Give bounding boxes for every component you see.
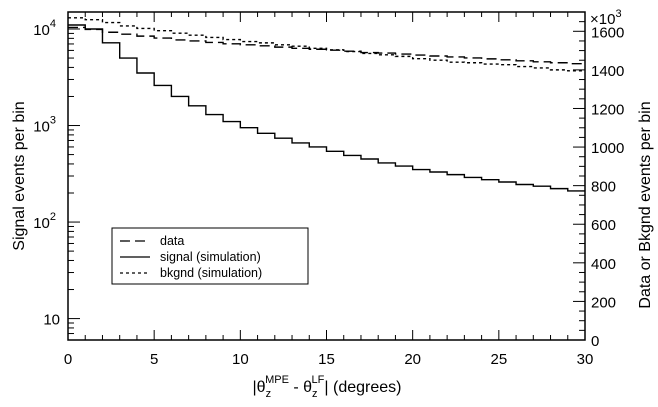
y-right-tick-label: 200 <box>591 294 616 311</box>
x-tick-label: 25 <box>490 351 507 368</box>
series-group <box>68 17 585 192</box>
legend-label-bkgnd: bkgnd (simulation) <box>160 266 262 280</box>
x-tick-label: 10 <box>232 351 249 368</box>
y-left-axis-title: Signal events per bin <box>11 101 28 250</box>
y-right-tick-label: 600 <box>591 217 616 234</box>
y-right-tick-label: 1600 <box>591 24 624 41</box>
y-right-tick-label: 400 <box>591 256 616 273</box>
plot-frame <box>67 11 586 341</box>
x-axis-ticks: 0 5 10 15 20 25 30 <box>64 12 594 368</box>
y-right-tick-label: 1000 <box>591 140 624 157</box>
y-right-tick-label: 1400 <box>591 63 624 80</box>
y-left-axis-ticks: 10 102 103 104 <box>33 18 80 341</box>
series-data-line <box>68 26 585 65</box>
y-left-tick-label: 103 <box>33 115 56 136</box>
y-right-tick-label: 800 <box>591 179 616 196</box>
series-bkgnd-line <box>68 17 585 72</box>
y-left-tick-label: 104 <box>33 18 56 39</box>
y-right-tick-label: 0 <box>591 333 599 350</box>
x-tick-label: 5 <box>150 351 158 368</box>
legend-label-signal: signal (simulation) <box>160 250 261 264</box>
y-right-tick-label: 1200 <box>591 101 624 118</box>
x-axis-title: |θzMPE - θzLF| (degrees) <box>253 374 402 400</box>
y-right-axis-title: Data or Bkgnd events per bin <box>637 101 654 308</box>
y-left-tick-label: 10 <box>43 312 60 329</box>
x-tick-label: 30 <box>577 351 594 368</box>
y-right-multiplier: ×103 <box>590 8 622 28</box>
x-tick-label: 20 <box>404 351 421 368</box>
y-right-axis-ticks: 0 200 400 600 800 1000 1200 1400 1600 <box>573 11 624 350</box>
legend: data signal (simulation) bkgnd (simulati… <box>111 227 309 285</box>
series-signal-line <box>68 24 585 192</box>
x-tick-label: 0 <box>64 351 72 368</box>
legend-box <box>111 227 309 285</box>
x-tick-label: 15 <box>318 351 335 368</box>
y-left-tick-label: 102 <box>33 211 56 232</box>
legend-label-data: data <box>160 234 184 248</box>
